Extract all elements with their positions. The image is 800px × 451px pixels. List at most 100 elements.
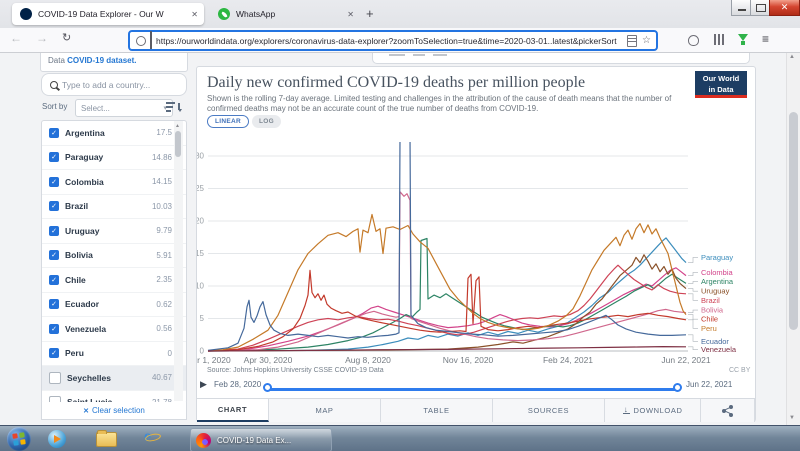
country-search-box[interactable] [41, 73, 187, 96]
search-input[interactable] [60, 78, 174, 91]
timeline-handle-end[interactable] [673, 383, 682, 392]
country-row[interactable]: Seychelles 40.67 [42, 366, 186, 391]
country-checkbox[interactable]: ✓ [49, 152, 59, 163]
country-row[interactable]: ✓ Peru 0 [42, 342, 186, 366]
country-row[interactable]: Saint Lucia 21.78 [42, 391, 186, 403]
footer-tab-map[interactable]: MAP [269, 399, 381, 422]
country-checkbox[interactable]: ✓ [49, 299, 59, 310]
svg-text:Mar 1, 2020: Mar 1, 2020 [197, 355, 231, 365]
window-close-button[interactable]: ✕ [769, 0, 800, 16]
clear-selection-button[interactable]: ✕ Clear selection [41, 402, 187, 420]
footer-tab-share[interactable] [701, 399, 755, 422]
play-icon[interactable]: ▶ [200, 379, 207, 389]
country-checkbox[interactable]: ✓ [49, 201, 59, 212]
page-scrollbar[interactable]: ▲ ▼ [786, 52, 800, 425]
series-line-brazil [207, 264, 687, 352]
series-label-peru[interactable]: Peru [701, 324, 717, 333]
country-checkbox[interactable]: ✓ [49, 274, 59, 285]
country-checkbox[interactable]: ✓ [49, 225, 59, 236]
series-label-uruguay[interactable]: Uruguay [701, 287, 730, 296]
country-name: Paraguay [65, 152, 104, 163]
browser-tab-active[interactable]: COVID-19 Data Explorer - Our W ✕ [12, 3, 204, 25]
pocket-icon[interactable] [688, 35, 699, 46]
country-checkbox[interactable]: ✓ [49, 250, 59, 261]
scroll-down-icon[interactable]: ▼ [789, 415, 795, 421]
firefox-task-button[interactable]: COVID-19 Data Ex... [190, 428, 332, 451]
sort-select[interactable]: Select... ▾ [75, 99, 173, 117]
timeline-handle-start[interactable] [263, 383, 272, 392]
country-checkbox[interactable]: ✓ [49, 176, 59, 187]
scroll-up-icon[interactable]: ▲ [789, 54, 795, 60]
library-icon[interactable] [714, 34, 724, 45]
footer-tab-download[interactable]: ↓ DOWNLOAD [605, 399, 701, 422]
scroll-up-icon[interactable]: ▲ [175, 123, 180, 129]
internet-explorer-icon[interactable]: e [144, 428, 162, 446]
country-row[interactable]: ✓ Colombia 14.15 [42, 170, 186, 195]
linear-scale-button[interactable]: LINEAR [207, 115, 249, 128]
browser-tab-strip: COVID-19 Data Explorer - Our W ✕ WhatsAp… [0, 0, 800, 28]
media-player-icon[interactable] [48, 430, 66, 448]
country-checkbox[interactable] [49, 371, 61, 384]
footer-tab-sources[interactable]: SOURCES [493, 399, 605, 422]
country-row[interactable]: ✓ Paraguay 14.86 [42, 146, 186, 170]
country-list-scrollbar[interactable]: ▲ [174, 121, 183, 401]
country-row[interactable]: ✓ Ecuador 0.62 [42, 293, 186, 317]
country-row[interactable]: ✓ Chile 2.35 [42, 268, 186, 293]
license-label[interactable]: CC BY [729, 367, 751, 374]
browser-toolbar: ← → ↻ https://ourworldindata.org/explore… [0, 28, 800, 53]
sort-order-icon[interactable] [166, 100, 182, 114]
chart-title: Daily new confirmed COVID-19 deaths per … [207, 74, 586, 91]
scrollbar-thumb[interactable] [175, 131, 181, 157]
site-info-icon[interactable] [136, 35, 146, 46]
series-label-ecuador[interactable]: Ecuador [701, 337, 729, 346]
series-label-colombia[interactable]: Colombia [701, 268, 734, 277]
timeline-slider[interactable] [268, 388, 678, 391]
reader-mode-icon[interactable] [627, 34, 638, 47]
country-checkbox[interactable]: ✓ [49, 127, 59, 138]
svg-text:Nov 16, 2020: Nov 16, 2020 [443, 355, 494, 365]
series-label-bolivia[interactable]: Bolivia [701, 306, 724, 315]
start-button[interactable] [7, 427, 31, 451]
series-label-brazil[interactable]: Brazil [701, 296, 720, 305]
country-row[interactable]: ✓ Bolivia 5.91 [42, 244, 186, 268]
new-tab-button[interactable]: + [366, 6, 374, 21]
owid-logo: Our World in Data [695, 71, 747, 98]
series-line-chile [207, 269, 687, 352]
country-value: 14.15 [151, 177, 172, 187]
country-checkbox[interactable]: ✓ [49, 348, 59, 359]
country-row[interactable]: ✓ Venezuela 0.56 [42, 317, 186, 342]
country-row[interactable]: ✓ Argentina 17.5 [42, 121, 186, 146]
timeline-end-date[interactable]: Jun 22, 2021 [686, 380, 733, 389]
sort-select-value: Select... [81, 103, 110, 113]
log-scale-button[interactable]: LOG [252, 115, 281, 128]
tab-close-icon[interactable]: ✕ [191, 9, 198, 19]
series-label-chile[interactable]: Chile [701, 315, 718, 324]
forward-button-icon[interactable]: → [36, 31, 48, 45]
series-label-argentina[interactable]: Argentina [701, 277, 734, 286]
url-text[interactable]: https://ourworldindata.org/explorers/cor… [156, 35, 617, 46]
share-icon [721, 404, 734, 417]
back-button-icon[interactable]: ← [10, 31, 22, 45]
timeline-start-date[interactable]: Feb 28, 2020 [214, 380, 262, 389]
series-label-paraguay[interactable]: Paraguay [701, 253, 733, 262]
tab-close-icon[interactable]: ✕ [347, 9, 354, 19]
whatsapp-favicon-icon [218, 8, 230, 20]
series-label-venezuela[interactable]: Venezuela [701, 345, 737, 354]
scrollbar-thumb[interactable] [789, 112, 798, 330]
window-maximize-button[interactable] [750, 0, 771, 16]
url-bar[interactable]: https://ourworldindata.org/explorers/cor… [128, 30, 658, 51]
country-row[interactable]: ✓ Uruguay 9.79 [42, 219, 186, 244]
country-checkbox[interactable]: ✓ [49, 323, 59, 334]
reload-button-icon[interactable]: ↻ [62, 32, 72, 44]
bookmark-star-icon[interactable]: ☆ [642, 35, 651, 46]
footer-tab-table[interactable]: TABLE [381, 399, 493, 422]
browser-tab-whatsapp[interactable]: WhatsApp ✕ [210, 3, 360, 25]
window-minimize-button[interactable] [731, 0, 752, 16]
country-row[interactable]: ✓ Brazil 10.03 [42, 195, 186, 219]
menu-icon[interactable]: ≡ [762, 32, 770, 46]
country-checkbox[interactable] [49, 396, 61, 403]
dataset-link[interactable]: COVID-19 dataset. [67, 56, 137, 65]
downloads-icon[interactable] [738, 34, 748, 45]
file-explorer-icon[interactable] [96, 430, 117, 447]
footer-tab-chart[interactable]: CHART [197, 399, 269, 422]
